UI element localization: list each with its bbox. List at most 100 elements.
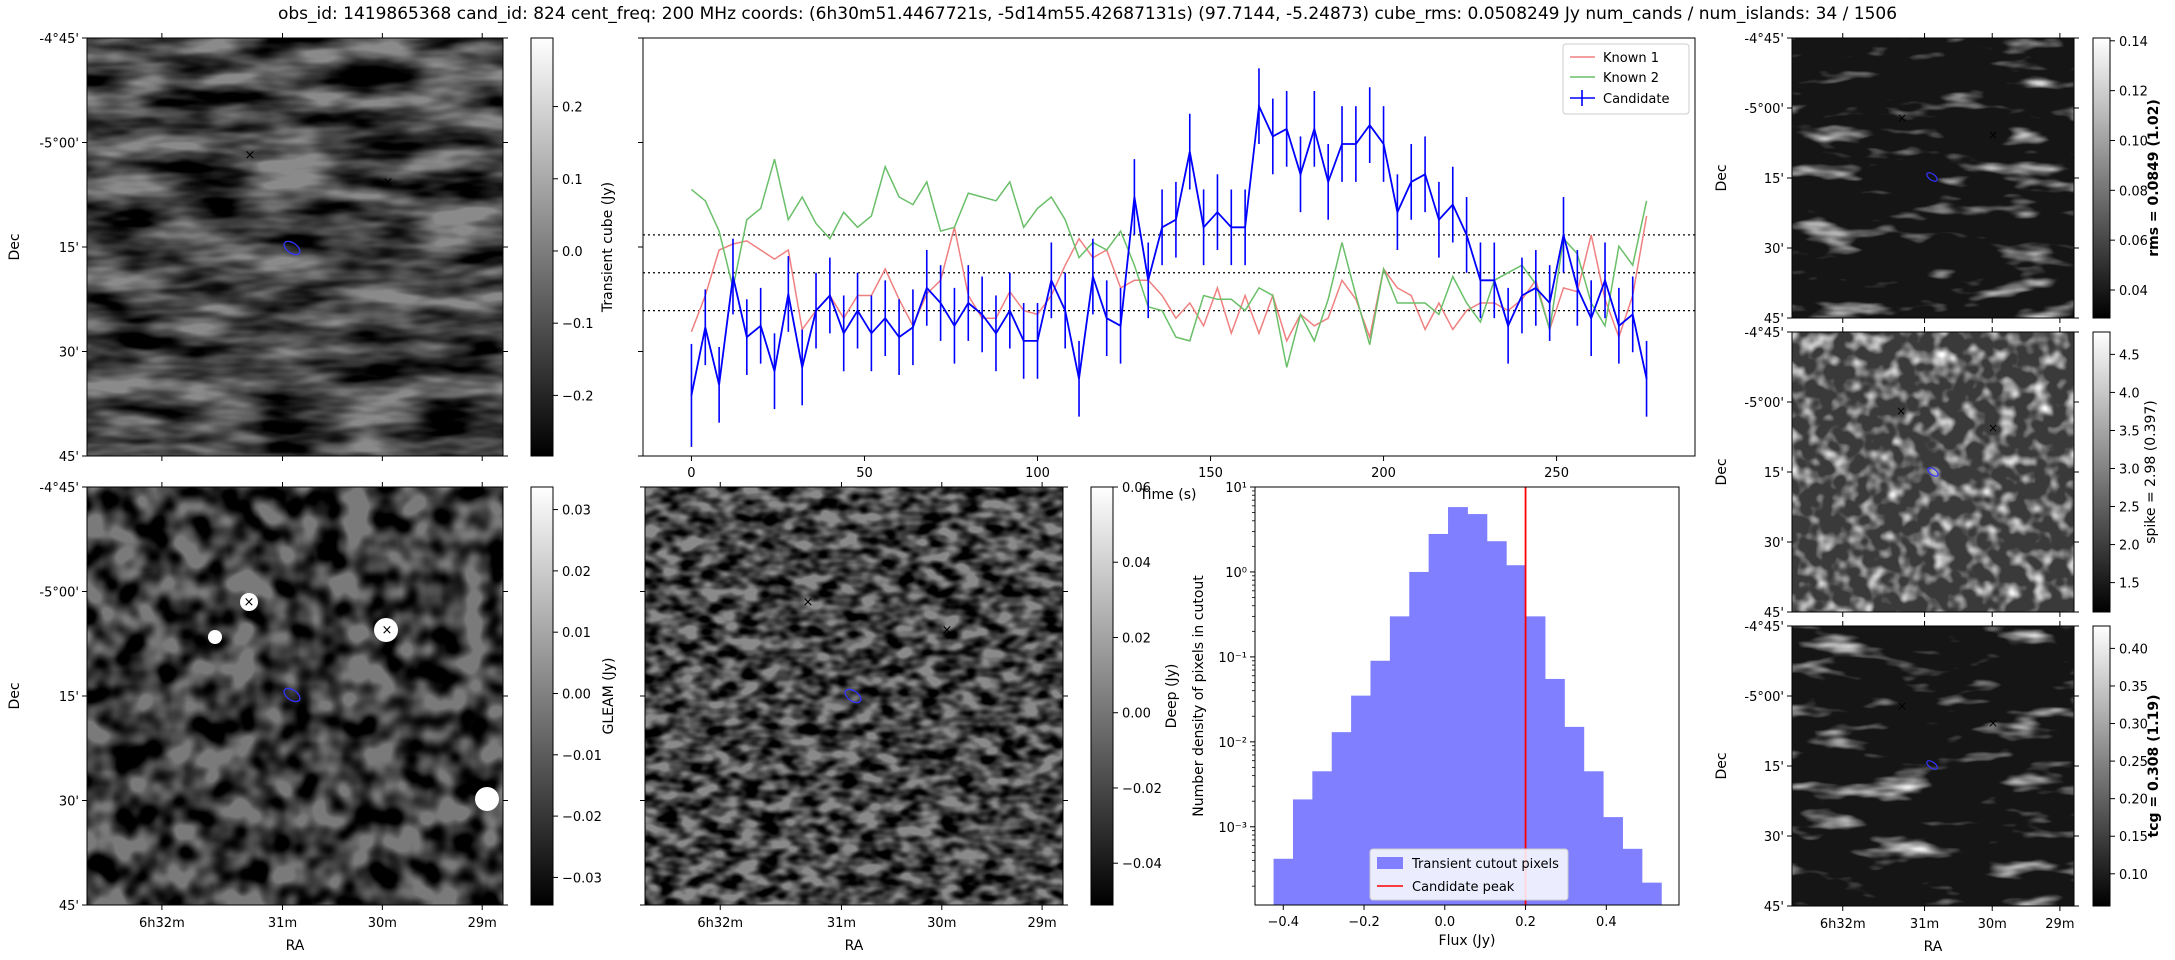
ra-tick-label: 29m (468, 916, 497, 931)
colorbar-tick-label: 2.0 (2119, 539, 2140, 554)
dec-tick-label: -4°45' (1744, 620, 1784, 635)
deep-colorbar: 0.06 0.04 0.02 0.00 −0.02 −0.04 Deep (Jy) (1090, 481, 1180, 906)
x-tick-label: 100 (1025, 466, 1050, 481)
dec-tick-label: 45' (59, 899, 79, 914)
colorbar-tick-label: −0.2 (562, 389, 594, 404)
y-tick-label: 10⁻¹ (1218, 651, 1247, 666)
transient-panel: × × (86, 37, 504, 457)
histogram-bar (1506, 565, 1527, 905)
candidate-ellipse (1926, 760, 1938, 770)
histogram-chart: −0.4 −0.2 0.0 0.2 0.4 10¹ 10⁰ 10⁻¹ 10⁻² 10⁻³ Numb… (1191, 481, 1680, 949)
dec-tick-label: 30' (59, 795, 79, 810)
known1-marker: × (1897, 699, 1907, 713)
known1-marker: × (245, 148, 256, 163)
histogram-bar (1389, 616, 1410, 905)
colorbar-tick-label: 4.5 (2119, 348, 2140, 363)
histogram-ylabel: Number density of pixels in cutout (1191, 575, 1207, 817)
y-tick-label: 10¹ (1225, 481, 1247, 496)
colorbar-tick-label: 0.30 (2119, 718, 2148, 733)
ra-tick-label: 30m (927, 916, 956, 931)
histogram-bar (1409, 571, 1430, 905)
spike-colorbar: 4.5 4.0 3.5 3.0 2.5 2.0 1.5 spike = 2.98 (0.397… (2092, 331, 2159, 613)
transient-colorbar: 0.2 0.1 0.0 −0.1 −0.2 (530, 37, 594, 457)
dec-tick-label: 15' (59, 690, 79, 705)
colorbar-tick-label: 0.15 (2119, 830, 2148, 845)
candidate-ellipse (1926, 172, 1938, 182)
histogram-xlabel: Flux (Jy) (1439, 933, 1496, 949)
colorbar-tick-label: 3.0 (2119, 463, 2140, 478)
dec-tick-label: -5°00' (1744, 396, 1784, 411)
histogram-bar (1486, 541, 1507, 905)
dec-tick-label: 45' (1764, 606, 1784, 621)
dec-tick-label: 15' (59, 241, 79, 256)
ra-tick-label: 31m (827, 916, 856, 931)
legend-known2: Known 2 (1603, 71, 1659, 86)
dec-tick-label: 30' (59, 346, 79, 361)
colorbar-tick-label: 1.5 (2119, 577, 2140, 592)
y-tick-label: 10⁰ (1225, 566, 1247, 581)
x-tick-label: 50 (856, 466, 873, 481)
colorbar-tick-label: −0.01 (562, 749, 602, 764)
dec-tick-label: -4°45' (39, 481, 79, 496)
legend-candidate: Candidate (1603, 92, 1669, 107)
figure-title: obs_id: 1419865368 cand_id: 824 cent_fre… (277, 4, 1898, 24)
colorbar-gradient (1090, 486, 1114, 906)
known1-marker: × (1897, 111, 1907, 125)
lightcurve-legend: Known 1 Known 2 Candidate (1562, 43, 1690, 115)
colorbar-tick-label: 0.10 (2119, 868, 2148, 883)
candidate-ellipse (844, 688, 862, 704)
colorbar-gradient (2092, 37, 2111, 319)
tcg-panel: × × (1791, 625, 2075, 907)
histogram-bar (1312, 771, 1333, 905)
colorbar-tick-label: 0.01 (562, 626, 591, 641)
histogram-bar (1622, 848, 1643, 905)
gleam-panel: × × (86, 486, 504, 906)
colorbar-gradient (530, 37, 554, 457)
histogram-bar (1292, 799, 1313, 905)
x-tick-label: −0.2 (1348, 915, 1380, 930)
colorbar-tick-label: −0.03 (562, 871, 602, 886)
rms-panel: × × (1791, 37, 2075, 319)
ra-tick-label: 29m (2045, 917, 2074, 932)
x-tick-label: 0.2 (1515, 915, 1536, 930)
lightcurve-chart: 0 50 100 150 200 250 Transient cube (Jy) Time… (600, 37, 1696, 503)
colorbar-tick-label: −0.1 (562, 317, 594, 332)
legend-transient-pixels: Transient cutout pixels (1411, 857, 1559, 872)
colorbar-tick-label: 0.04 (1122, 556, 1151, 571)
dec-axis-label: Dec (7, 233, 23, 260)
ra-tick-label: 30m (1978, 917, 2007, 932)
dec-tick-label: 45' (1764, 312, 1784, 327)
dec-axis-label: Dec (7, 682, 23, 709)
colorbar-label: spike = 2.98 (0.397) (2143, 400, 2159, 544)
ra-tick-label: 6h32m (1820, 917, 1866, 932)
x-tick-label: 0 (687, 466, 695, 481)
dec-tick-label: -4°45' (1744, 326, 1784, 341)
colorbar-label: GLEAM (Jy) (601, 658, 617, 735)
colorbar-tick-label: 0.2 (562, 101, 583, 116)
tcg-colorbar: 0.40 0.35 0.30 0.25 0.20 0.15 0.10 tcg = 0.308 … (2092, 625, 2162, 907)
colorbar-gradient (2092, 625, 2111, 907)
known2-marker: × (382, 623, 393, 638)
known1-marker: × (244, 595, 255, 610)
dec-tick-label: -5°00' (39, 586, 79, 601)
colorbar-tick-label: 0.10 (2119, 134, 2148, 149)
deep-panel: × × (644, 486, 1064, 906)
colorbar-tick-label: 0.06 (1122, 481, 1151, 496)
dec-tick-label: 30' (1764, 536, 1784, 551)
ra-tick-label: 6h32m (697, 916, 743, 931)
x-tick-label: 0.4 (1596, 915, 1617, 930)
histogram-bar (1544, 678, 1565, 905)
dec-tick-label: 30' (1764, 830, 1784, 845)
dec-tick-label: -5°00' (1744, 102, 1784, 117)
lightcurve-ylabel: Transient cube (Jy) (600, 182, 616, 313)
histogram-bar (1331, 732, 1352, 905)
candidate-ellipse (283, 240, 301, 256)
dec-tick-label: -5°00' (39, 137, 79, 152)
known1-marker: × (1896, 404, 1906, 418)
histogram-bar (1351, 695, 1371, 905)
candidate-ellipse (283, 687, 301, 703)
colorbar-tick-label: 0.1 (562, 173, 583, 188)
legend-candidate-peak: Candidate peak (1412, 880, 1515, 895)
dec-axis-label: Dec (1714, 164, 1730, 191)
y-tick-label: 10⁻² (1218, 736, 1247, 751)
